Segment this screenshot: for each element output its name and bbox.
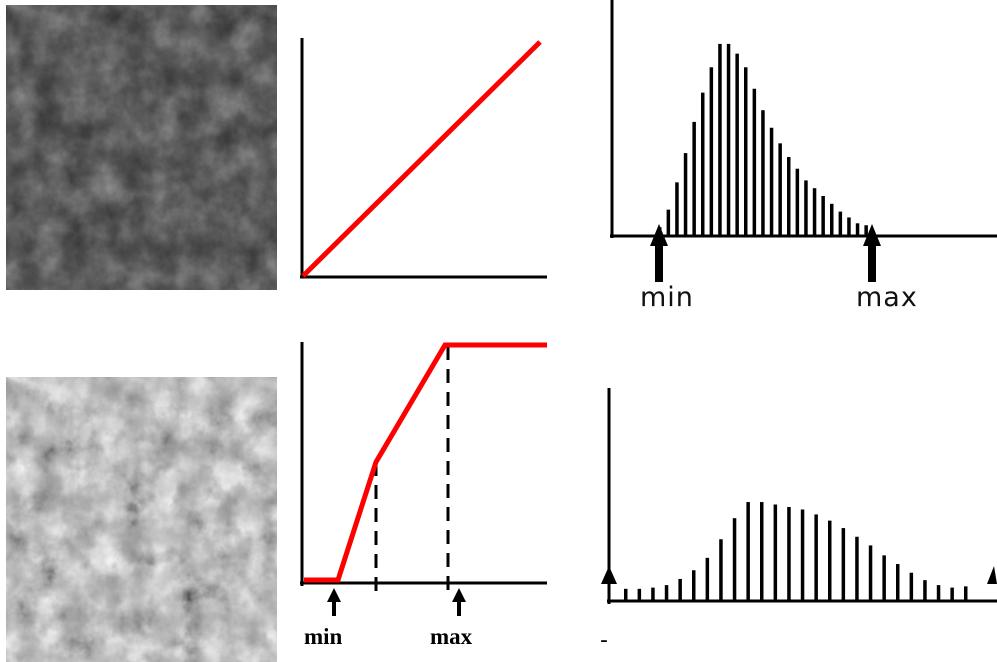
histogram-bar <box>773 504 778 600</box>
footnote-dash: - <box>600 628 608 653</box>
histogram-bar <box>841 528 846 600</box>
histogram-bar <box>896 564 900 600</box>
histogram-bar <box>705 557 710 600</box>
min-label: min <box>640 282 694 313</box>
histogram-bar <box>752 88 757 235</box>
histogram-bar <box>864 225 868 235</box>
max-arrow <box>863 224 881 282</box>
histogram-bar <box>855 536 859 600</box>
stretched-histogram <box>601 388 997 604</box>
histogram-bar <box>726 43 731 236</box>
histogram-bar <box>868 545 873 600</box>
histogram-bar <box>709 67 714 235</box>
histogram-bar <box>795 168 800 235</box>
histogram-bar <box>855 223 860 235</box>
original-histogram <box>610 0 997 282</box>
histogram-bar <box>744 67 748 235</box>
histogram-bar <box>664 585 669 600</box>
histogram-bar <box>732 518 737 600</box>
histogram-bar <box>812 188 817 235</box>
min-arrow <box>650 224 668 282</box>
histogram-bar <box>761 110 765 235</box>
histogram-bar <box>821 196 825 235</box>
right-edge-arrow <box>987 566 997 584</box>
histogram-bar <box>624 588 628 600</box>
histogram-bar <box>760 502 764 600</box>
identity-curve <box>301 40 542 278</box>
histogram-bar <box>651 587 655 600</box>
histogram-bar <box>769 127 774 235</box>
histogram-bar <box>718 43 722 236</box>
original-image-dark <box>6 5 277 290</box>
histogram-bar <box>678 578 682 600</box>
stretch-max-label: max <box>430 624 473 649</box>
histogram-bar <box>637 588 642 600</box>
stretch-min-arrow <box>327 588 341 616</box>
stretch-transfer-graph <box>300 342 547 592</box>
max-label: max <box>856 282 918 313</box>
histogram-bar <box>800 509 805 600</box>
histogram-bars <box>624 502 968 600</box>
histogram-bar <box>950 587 954 600</box>
histogram-bar <box>923 580 927 600</box>
histogram-bar <box>787 157 791 235</box>
histogram-bar <box>692 570 696 600</box>
histogram-bar <box>882 555 886 600</box>
histogram-bar <box>814 514 818 600</box>
histogram-bar <box>692 121 696 235</box>
histogram-bar <box>830 203 834 235</box>
histogram-bar <box>778 143 782 235</box>
histogram-bar <box>828 520 832 600</box>
histogram-bar <box>787 507 791 600</box>
stretch-curve <box>304 342 547 583</box>
histogram-bar <box>804 180 808 235</box>
histogram-bar <box>936 585 941 600</box>
histogram-bar <box>838 211 843 235</box>
histogram-bars <box>658 43 868 236</box>
left-edge-arrow <box>601 566 617 584</box>
histogram-bar <box>746 502 750 600</box>
stretched-image-bright <box>6 377 277 662</box>
histogram-bar <box>909 572 914 600</box>
histogram-bar <box>701 92 705 236</box>
histogram-bar <box>666 209 671 235</box>
identity-transfer-graph <box>300 38 547 279</box>
histogram-bar <box>964 586 968 600</box>
histogram-bar <box>719 539 723 600</box>
histogram-bar <box>683 153 688 235</box>
histogram-bar <box>675 182 679 235</box>
stretch-min-label: min <box>304 624 343 649</box>
histogram-bar <box>735 53 739 236</box>
stretch-max-arrow <box>452 588 466 616</box>
histogram-bar <box>847 217 851 235</box>
